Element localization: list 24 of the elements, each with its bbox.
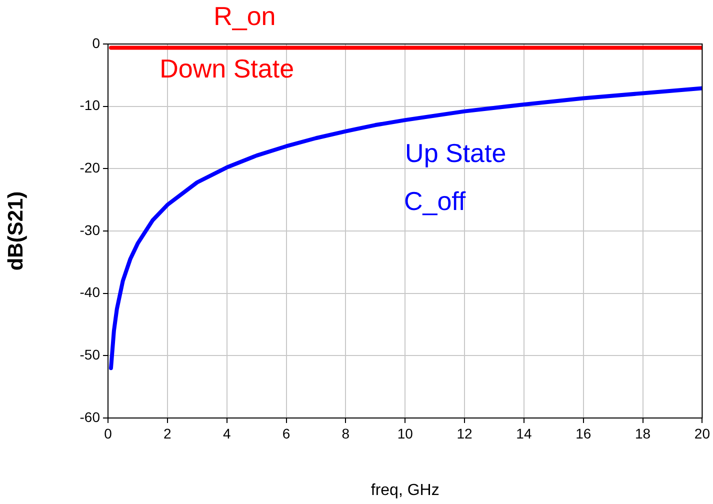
x-tick-label: 2 — [164, 425, 172, 442]
x-tick-label: 10 — [397, 425, 414, 442]
x-tick-label: 4 — [222, 425, 231, 442]
annotation: Down State — [160, 53, 294, 84]
x-tick-label: 18 — [635, 425, 651, 442]
x-tick-label: 0 — [104, 425, 112, 442]
text: R_on — [214, 0, 276, 31]
y-tick-label: -40 — [80, 284, 100, 300]
y-tick-label: -10 — [80, 97, 100, 114]
x-tick-label: 14 — [516, 425, 532, 442]
x-tick-label: 16 — [576, 425, 592, 442]
y-tick-label: -20 — [80, 160, 100, 176]
annotation: C_off — [404, 186, 466, 216]
annotation: Up State — [405, 138, 506, 168]
x-tick-label: 12 — [456, 425, 473, 442]
y-tick-label: -50 — [80, 346, 100, 363]
x-tick-label: 6 — [282, 425, 290, 442]
y-tick-label: -60 — [80, 408, 100, 425]
x-tick-label: 20 — [694, 425, 710, 442]
x-axis-title: freq, GHz — [370, 482, 440, 499]
y-tick-label: -30 — [80, 222, 100, 238]
y-axis-title: dB(S21) — [4, 191, 28, 271]
y-tick-label: 0 — [92, 34, 100, 51]
x-tick-label: 8 — [342, 425, 350, 442]
